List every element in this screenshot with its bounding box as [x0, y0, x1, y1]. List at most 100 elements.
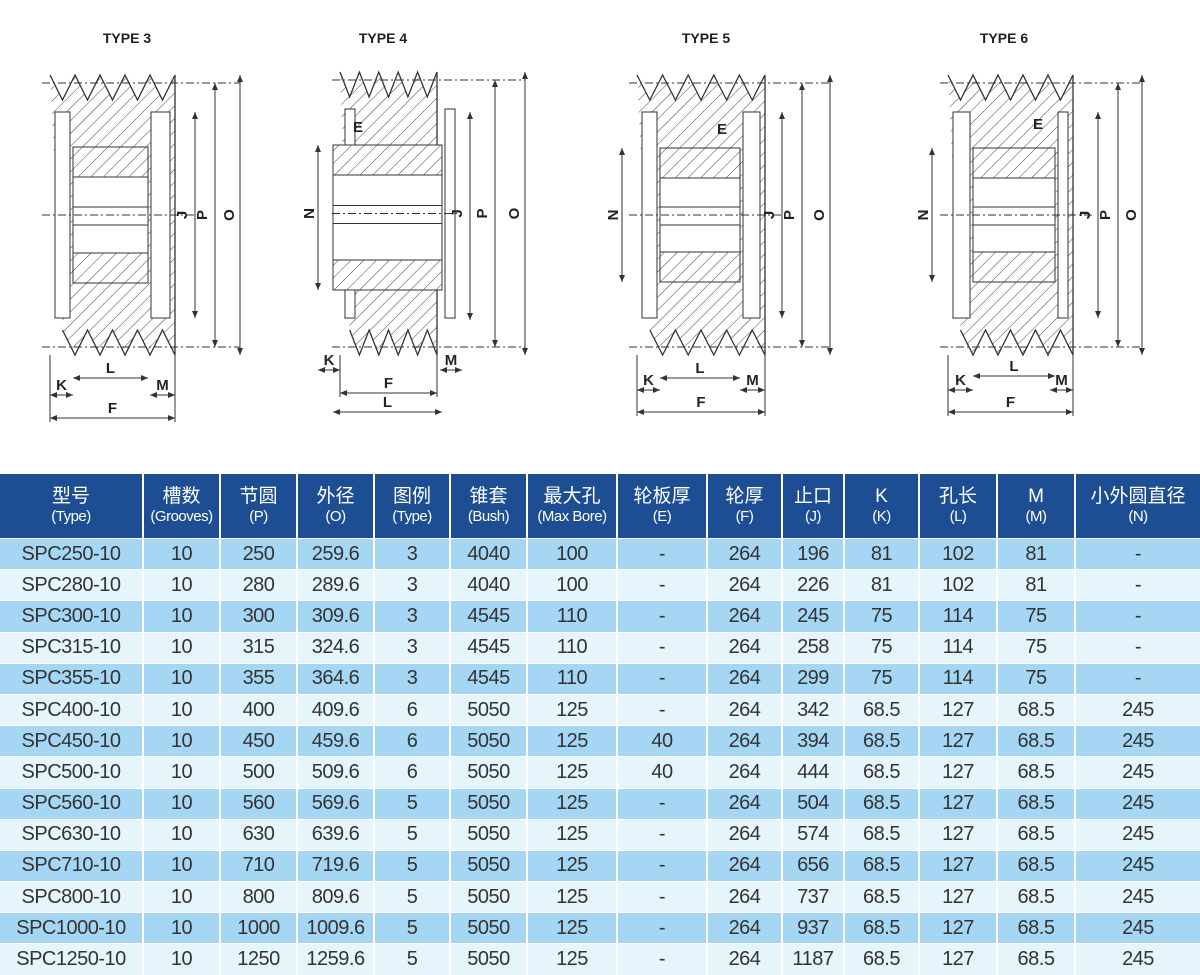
- hub-top: [659, 147, 741, 179]
- table-cell: 3: [373, 569, 450, 601]
- table-cell: SPC800-10: [0, 881, 143, 913]
- table-cell: 125: [526, 881, 617, 913]
- column-header: 轮板厚 (E): [616, 474, 707, 539]
- table-cell: -: [1074, 662, 1200, 695]
- table-cell: 3: [373, 537, 450, 570]
- table-cell: 264: [706, 569, 782, 601]
- table-cell: 574: [781, 818, 844, 851]
- table-cell: 355: [219, 662, 297, 695]
- table-cell: 5050: [449, 787, 527, 820]
- table-cell: 245: [1074, 693, 1200, 726]
- table-cell: SPC1000-10: [0, 912, 143, 944]
- column-header-en: (F): [735, 508, 754, 526]
- label-j: J: [761, 211, 778, 219]
- table-cell: -: [616, 631, 707, 664]
- table-cell: 4040: [449, 537, 527, 570]
- table-cell: 10: [142, 725, 220, 757]
- table-cell: SPC630-10: [0, 818, 143, 851]
- table-cell: 5050: [449, 912, 527, 944]
- table-cell: 125: [526, 693, 617, 726]
- table-cell: 719.6: [296, 849, 374, 882]
- table-cell: 127: [918, 787, 997, 820]
- table-cell: 68.5: [996, 912, 1075, 944]
- table-cell: 3: [373, 600, 450, 633]
- table-cell: 264: [706, 662, 782, 695]
- table-cell: 5: [373, 818, 450, 851]
- column-header: 轮厚 (F): [706, 474, 782, 539]
- label-n: N: [915, 210, 932, 221]
- table-cell: 409.6: [296, 693, 374, 726]
- table-cell: 114: [918, 600, 997, 633]
- table-cell: 630: [219, 818, 297, 851]
- hub-top: [332, 144, 443, 176]
- column-header-zh: M: [1028, 485, 1044, 507]
- table-cell: -: [616, 849, 707, 882]
- table-cell: 309.6: [296, 600, 374, 633]
- table-cell: 400: [219, 693, 297, 726]
- column-header-zh: 轮板厚: [633, 485, 691, 507]
- label-e: E: [353, 119, 363, 136]
- keyway: [659, 206, 741, 226]
- column-header-zh: 轮厚: [725, 485, 764, 507]
- table-cell: 4545: [449, 631, 527, 664]
- table-cell: 5050: [449, 943, 527, 975]
- table-cell: 289.6: [296, 569, 374, 601]
- table-cell: -: [1074, 537, 1200, 570]
- column-header-zh: 孔长: [938, 485, 977, 507]
- table-header-row: 型号 (Type) 槽数 (Grooves) 节圆 (P) 外径 (O) 图例 (Type) 锥套(…: [0, 474, 1200, 539]
- table-cell: 299: [781, 662, 844, 695]
- column-header-en: (Bush): [467, 508, 510, 526]
- table-cell: 569.6: [296, 787, 374, 820]
- column-header: 孔长 (L): [918, 474, 997, 539]
- hub-bottom: [332, 259, 443, 291]
- table-cell: 259.6: [296, 537, 374, 570]
- label-n: N: [605, 210, 622, 221]
- column-header: K (K): [843, 474, 919, 539]
- table-cell: 245: [1074, 912, 1200, 944]
- table-cell: 264: [706, 787, 782, 820]
- label-e: E: [717, 121, 727, 138]
- table-cell: 5: [373, 787, 450, 820]
- table-cell: 500: [219, 756, 297, 788]
- label-l: L: [383, 394, 392, 411]
- column-header-en: (Type): [392, 508, 432, 526]
- table-cell: 444: [781, 756, 844, 788]
- column-header-zh: K: [875, 485, 888, 507]
- table-row: SPC710-10 10 710 719.6 5 5050 125-264 656 68.5 12…: [0, 849, 1200, 882]
- column-header: 节圆 (P): [219, 474, 297, 539]
- column-header: 外径 (O): [296, 474, 374, 539]
- table-cell: 264: [706, 756, 782, 788]
- table-cell: SPC250-10: [0, 537, 143, 570]
- label-j: J: [174, 211, 191, 219]
- table-cell: 5: [373, 881, 450, 913]
- table-row: SPC630-10 10 630 639.6 5 5050 125-264 574 68.5 12…: [0, 818, 1200, 851]
- table-row: SPC250-10 10 250 259.6 3 4040 100-264 196 81 102 8…: [0, 537, 1200, 570]
- table-cell: 127: [918, 756, 997, 788]
- table-cell: 3: [373, 631, 450, 664]
- table-cell: 1000: [219, 912, 297, 944]
- table-cell: SPC1250-10: [0, 943, 143, 975]
- table-cell: 315: [219, 631, 297, 664]
- label-j: J: [1077, 211, 1094, 219]
- table-cell: 264: [706, 693, 782, 726]
- table-cell: 509.6: [296, 756, 374, 788]
- table-cell: 4545: [449, 662, 527, 695]
- table-cell: SPC315-10: [0, 631, 143, 664]
- hub-top: [72, 146, 149, 178]
- table-cell: 1259.6: [296, 943, 374, 975]
- column-header-en: (O): [325, 508, 346, 526]
- label-l: L: [106, 360, 115, 377]
- table-cell: -: [616, 537, 707, 570]
- table-cell: 68.5: [996, 849, 1075, 882]
- table-cell: 245: [1074, 943, 1200, 975]
- column-header-zh: 型号: [51, 485, 90, 507]
- table-cell: 4545: [449, 600, 527, 633]
- table-cell: 737: [781, 881, 844, 913]
- table-cell: SPC560-10: [0, 787, 143, 820]
- table-cell: -: [1074, 631, 1200, 664]
- table-cell: 639.6: [296, 818, 374, 851]
- column-header-zh: 节圆: [239, 485, 278, 507]
- label-o: O: [506, 207, 523, 219]
